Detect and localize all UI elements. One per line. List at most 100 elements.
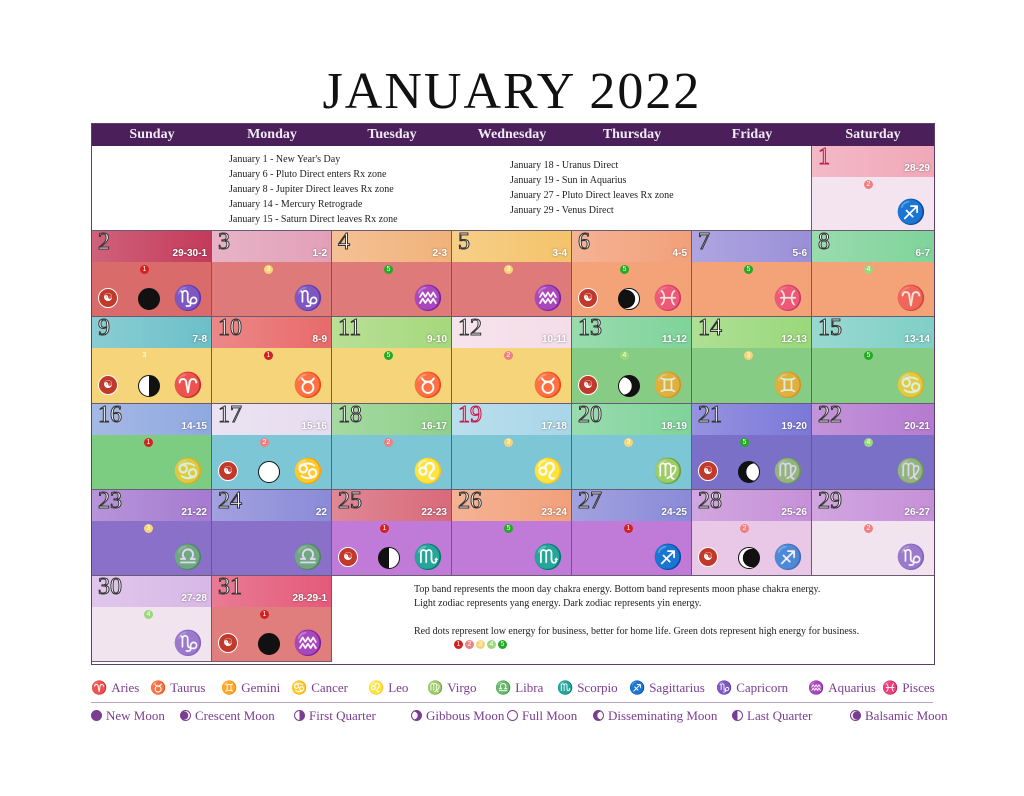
moon-day-range: 16-17 xyxy=(421,421,447,432)
moon-day-band xyxy=(572,490,691,521)
day-cell-24[interactable]: 24 22 ♎ xyxy=(212,490,332,576)
day-cell-23[interactable]: 23 21-22 3 ♎ xyxy=(92,490,212,576)
moon-day-band xyxy=(92,490,211,521)
day-cell-7[interactable]: 7 5-6 5 ♓ xyxy=(692,231,812,317)
meditation-icon: ☯ xyxy=(98,375,118,395)
day-cell-28[interactable]: 28 25-26 2 ♐ ☯ xyxy=(692,490,812,576)
moon-day-range: 19-20 xyxy=(781,421,807,432)
day-cell-30[interactable]: 30 27-28 4 ♑ xyxy=(92,576,212,662)
first-quarter-moon-icon xyxy=(294,710,305,721)
day-cell-20[interactable]: 20 18-19 3 ♍ xyxy=(572,404,692,490)
gemini-icon: ♊ xyxy=(221,680,238,695)
zodiac-legend-label: Sagittarius xyxy=(649,680,705,695)
moon-phase-band xyxy=(812,348,934,403)
moon-legend-label: Full Moon xyxy=(522,708,578,723)
day-cell-3[interactable]: 3 1-2 3 ♑ xyxy=(212,231,332,317)
day-cell-12[interactable]: 12 10-11 2 ♉ xyxy=(452,317,572,404)
meditation-icon: ☯ xyxy=(98,288,118,308)
zodiac-legend-label: Aries xyxy=(111,680,140,695)
energy-dot: 3 xyxy=(144,524,153,533)
day-number: 29 xyxy=(818,490,843,515)
virgo-icon: ♍ xyxy=(773,457,803,485)
day-cell-29[interactable]: 29 26-27 2 ♑ xyxy=(812,490,934,576)
day-number: 13 xyxy=(578,317,603,342)
moon-day-band xyxy=(572,231,691,262)
day-cell-11[interactable]: 11 9-10 5 ♉ xyxy=(332,317,452,404)
energy-dot: 3 xyxy=(624,438,633,447)
sagittarius-icon: ♐ xyxy=(653,543,683,571)
day-cell-13[interactable]: 13 11-12 4 ♊ ☯ xyxy=(572,317,692,404)
moon-day-band xyxy=(812,404,934,435)
energy-dot: 2 xyxy=(260,438,269,447)
day-cell-21[interactable]: 21 19-20 5 ♍ ☯ xyxy=(692,404,812,490)
day-cell-27[interactable]: 27 24-25 1 ♐ xyxy=(572,490,692,576)
disseminating-moon-icon xyxy=(593,710,604,721)
day-number: 9 xyxy=(98,317,111,342)
moon-day-range: 28-29-1 xyxy=(292,593,327,604)
moon-day-range: 29-30-1 xyxy=(172,248,207,259)
zodiac-legend-item: ♎ Libra xyxy=(495,680,543,696)
event-item: January 1 - New Year's Day xyxy=(229,154,341,165)
moon-day-band xyxy=(812,231,934,262)
day-cell-26[interactable]: 26 23-24 5 ♏ xyxy=(452,490,572,576)
energy-dot: 5 xyxy=(620,265,629,274)
weekday-wednesday: Wednesday xyxy=(477,127,547,142)
energy-dot: 3 xyxy=(476,640,485,649)
page-title: JANUARY 2022 xyxy=(322,63,702,120)
aquarius-icon: ♒ xyxy=(533,284,563,312)
day-cell-1[interactable]: 1 28-29 2 ♐ xyxy=(812,146,934,231)
events-list-left: January 1 - New Year's Day January 6 - Pl… xyxy=(229,152,398,227)
day-cell-22[interactable]: 22 20-21 4 ♍ xyxy=(812,404,934,490)
zodiac-legend-item: ♊ Gemini xyxy=(221,680,280,696)
moon-day-range: 27-28 xyxy=(181,593,207,604)
day-cell-25[interactable]: 25 22-23 1 ♏ ☯ xyxy=(332,490,452,576)
day-number: 6 xyxy=(578,231,591,256)
day-cell-5[interactable]: 5 3-4 3 ♒ xyxy=(452,231,572,317)
day-cell-18[interactable]: 18 16-17 2 ♌ xyxy=(332,404,452,490)
energy-dot: 2 xyxy=(864,180,873,189)
day-number: 12 xyxy=(458,317,483,342)
moon-day-band xyxy=(212,404,331,435)
capricorn-icon: ♑ xyxy=(293,284,323,312)
moon-day-range: 5-6 xyxy=(792,248,807,259)
moon-day-band xyxy=(452,317,571,348)
moon-day-band xyxy=(92,231,211,262)
moon-legend-item: Balsamic Moon xyxy=(850,708,948,724)
day-cell-17[interactable]: 17 15-16 2 ♋ ☯ xyxy=(212,404,332,490)
moon-legend-label: New Moon xyxy=(106,708,165,723)
moon-day-band xyxy=(692,490,811,521)
virgo-icon: ♍ xyxy=(896,457,926,485)
energy-dot: 4 xyxy=(864,438,873,447)
moon-day-band xyxy=(692,404,811,435)
balsamic-moon-icon xyxy=(738,547,760,569)
zodiac-legend-label: Virgo xyxy=(447,680,477,695)
last-quarter-moon-icon xyxy=(378,547,400,569)
gibbous-moon-icon xyxy=(618,375,640,397)
moon-day-range: 20-21 xyxy=(904,421,930,432)
moon-day-range: 8-9 xyxy=(312,334,327,345)
notes-spacer xyxy=(414,611,934,625)
moon-day-band xyxy=(452,490,571,521)
day-cell-19[interactable]: 19 17-18 3 ♌ xyxy=(452,404,572,490)
day-cell-10[interactable]: 10 8-9 1 ♉ xyxy=(212,317,332,404)
day-cell-8[interactable]: 8 6-7 4 ♈ xyxy=(812,231,934,317)
event-item: January 18 - Uranus Direct xyxy=(510,160,619,171)
day-cell-14[interactable]: 14 12-13 3 ♊ xyxy=(692,317,812,404)
day-number: 2 xyxy=(98,231,111,256)
energy-dot: 3 xyxy=(264,265,273,274)
energy-dot: 2 xyxy=(740,524,749,533)
energy-dot: 2 xyxy=(504,351,513,360)
day-cell-31[interactable]: 31 28-29-1 1 ♒ ☯ xyxy=(212,576,332,662)
day-cell-9[interactable]: 9 7-8 3 ♈ ☯ xyxy=(92,317,212,404)
day-cell-4[interactable]: 4 2-3 5 ♒ xyxy=(332,231,452,317)
day-cell-15[interactable]: 15 13-14 5 ♋ xyxy=(812,317,934,404)
zodiac-legend-item: ♒ Aquarius xyxy=(808,680,876,696)
day-cell-6[interactable]: 6 4-5 5 ♓ ☯ xyxy=(572,231,692,317)
day-cell-2[interactable]: 2 29-30-1 1 ♑ ☯ xyxy=(92,231,212,317)
capricorn-icon: ♑ xyxy=(896,543,926,571)
day-number: 3 xyxy=(218,231,231,256)
moon-day-band xyxy=(332,490,451,521)
day-cell-16[interactable]: 16 14-15 1 ♋ xyxy=(92,404,212,490)
event-item: January 6 - Pluto Direct enters Rx zone xyxy=(229,169,387,180)
weekday-friday: Friday xyxy=(731,127,773,142)
